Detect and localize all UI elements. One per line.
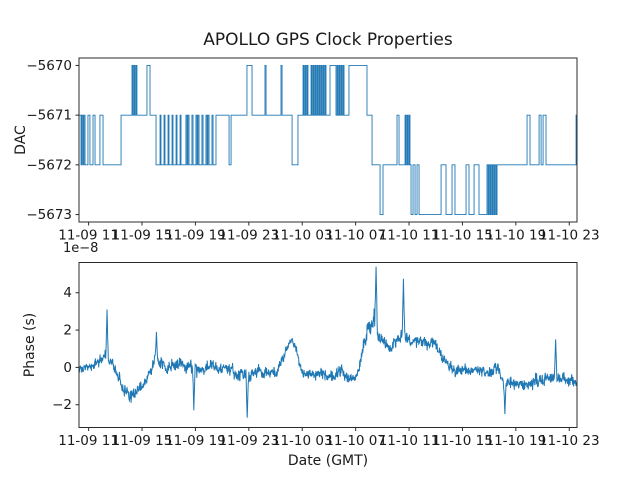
- phase-offset-text: 1e−8: [63, 241, 99, 256]
- x-tick-label: 11-09 15: [112, 433, 173, 449]
- axes-spines: [78, 262, 578, 428]
- x-tick-label: 11-09 23: [218, 228, 279, 244]
- dac-axis-label: DAC: [13, 125, 29, 155]
- axes-spines: [78, 57, 578, 223]
- phase-axis-label: Phase (s): [22, 312, 38, 378]
- chart-title: APOLLO GPS Clock Properties: [203, 30, 453, 50]
- dac-step-line: [79, 65, 577, 215]
- x-tick-label: 11-09 19: [165, 433, 226, 449]
- x-tick-label: 11-09 15: [112, 228, 173, 244]
- x-tick-label: 11-09 23: [218, 433, 279, 449]
- x-tick-label: 11-10 07: [325, 433, 386, 449]
- x-tick-label: 11-10 03: [272, 228, 333, 244]
- y-tick-label: −5672: [26, 157, 72, 173]
- y-tick-label: −2: [52, 397, 72, 413]
- x-tick-label: 11-09 11: [58, 228, 119, 244]
- x-tick-label: 11-10 19: [485, 228, 546, 244]
- y-tick-label: −5670: [26, 58, 72, 74]
- y-tick-label: −5673: [26, 207, 72, 223]
- x-tick-label: 11-10 03: [272, 433, 333, 449]
- x-tick-label: 11-10 11: [379, 228, 440, 244]
- x-tick-label: 11-10 23: [539, 228, 600, 244]
- x-tick-label: 11-09 19: [165, 228, 226, 244]
- y-tick-label: 2: [63, 323, 72, 339]
- x-tick-label: 11-10 15: [432, 228, 493, 244]
- x-tick-label: 11-10 19: [485, 433, 546, 449]
- y-tick-label: 4: [63, 285, 72, 301]
- date-axis-label: Date (GMT): [287, 453, 369, 469]
- y-tick-label: −5671: [26, 108, 72, 124]
- x-tick-label: 11-10 23: [539, 433, 600, 449]
- x-tick-label: 11-10 07: [325, 228, 386, 244]
- phase-line: [79, 266, 577, 418]
- y-tick-label: 0: [63, 360, 72, 376]
- x-tick-label: 11-10 11: [379, 433, 440, 449]
- x-tick-label: 11-10 15: [432, 433, 493, 449]
- x-tick-label: 11-09 11: [58, 433, 119, 449]
